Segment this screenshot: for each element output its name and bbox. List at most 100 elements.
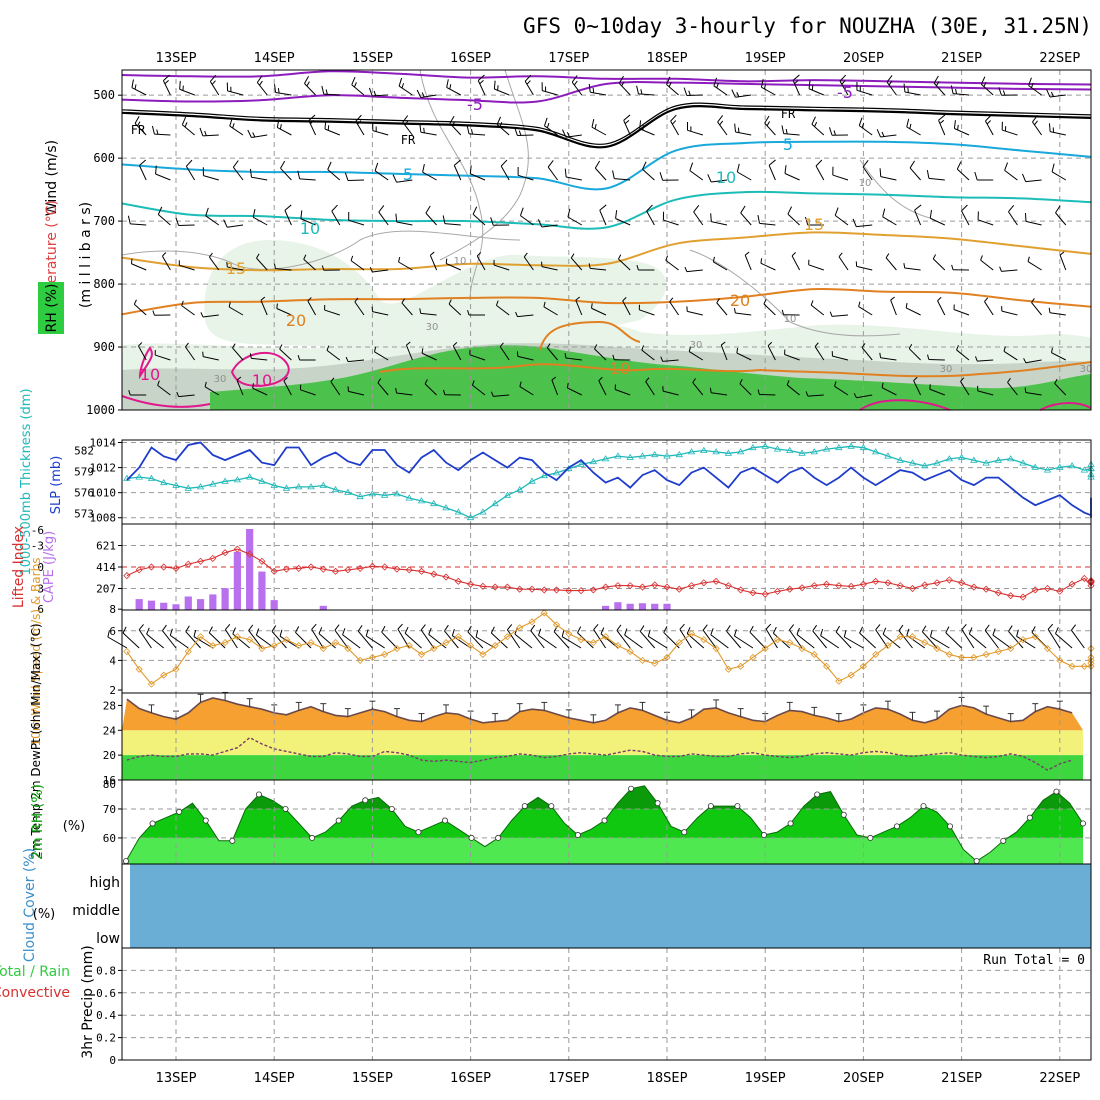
- upper-wind-barb: [956, 168, 970, 181]
- upper-wind-barb-flag: [712, 256, 716, 262]
- run-total-label: Run Total = 0: [983, 953, 1085, 968]
- temp-band: [122, 730, 1083, 756]
- upper-wind-barb-flag: [882, 208, 886, 217]
- wind-speed-marker: [233, 633, 241, 641]
- lifted-index-marker: [626, 582, 634, 590]
- thickness-marker: [1031, 463, 1039, 470]
- rh-tick-label: 70: [103, 803, 116, 816]
- upper-wind-barb-flag: [325, 89, 328, 95]
- upper-wind-barb-flag: [130, 258, 133, 264]
- wind-speed-marker: [454, 633, 462, 641]
- wind-speed-marker: [577, 636, 585, 644]
- surface-wind-barb: [921, 631, 938, 649]
- upper-wind-barb-flag: [1051, 347, 1053, 353]
- upper-wind-barb: [284, 210, 292, 226]
- upper-wind-barb-flag: [324, 120, 327, 130]
- cape-bar: [651, 603, 659, 610]
- upper-wind-barb-flag: [131, 79, 134, 88]
- wind-speed-marker: [687, 630, 696, 638]
- surface-wind-barb-flag: [538, 628, 542, 636]
- upper-wind-barb-flag: [421, 92, 425, 98]
- upper-wind-barb: [960, 381, 970, 396]
- surface-wind-barb: [208, 632, 226, 649]
- lifted-index-marker: [1043, 584, 1052, 593]
- surface-wind-barb-flag: [733, 629, 737, 637]
- upper-wind-barb: [886, 81, 897, 96]
- upper-wind-barb: [759, 222, 776, 226]
- upper-wind-barb-flag: [211, 80, 216, 85]
- upper-wind-barb: [937, 300, 946, 316]
- upper-wind-barb-flag: [888, 80, 893, 86]
- upper-wind-barb: [856, 265, 873, 271]
- upper-wind-barb-flag: [228, 302, 231, 308]
- wind-speed-marker: [602, 633, 610, 641]
- upper-wind-barb: [227, 90, 244, 96]
- upper-wind-barb-flag: [321, 85, 325, 95]
- surface-wind-barb-flag: [929, 629, 933, 637]
- wind-speed-marker: [663, 653, 671, 661]
- wind-speed-marker: [160, 671, 168, 679]
- upper-wind-barb: [623, 120, 631, 136]
- lifted-index-marker: [295, 564, 303, 572]
- surface-wind-barb: [357, 630, 373, 649]
- upper-wind-barb-flag: [688, 90, 691, 96]
- upper-wind-barb: [372, 269, 389, 273]
- surface-wind-barb: [593, 629, 607, 649]
- surface-wind-barb-flag: [225, 623, 231, 630]
- upper-wind-barb-flag: [273, 263, 276, 269]
- surface-wind-barb-flag: [859, 626, 864, 634]
- lifted-tick-label: -6: [31, 524, 44, 537]
- upper-wind-barb-flag: [175, 217, 180, 226]
- wind-speed-marker: [417, 650, 426, 659]
- upper-wind-barb-flag: [786, 380, 790, 386]
- upper-wind-barb-flag: [326, 345, 330, 351]
- lifted-index-marker: [859, 580, 867, 588]
- upper-wind-barb: [277, 127, 292, 136]
- isotherm-label: FR: [131, 123, 146, 137]
- precip-tick-label: 0: [109, 1054, 116, 1067]
- upper-wind-barb: [544, 125, 558, 136]
- upper-wind-barb-flag: [804, 216, 809, 226]
- wind-speed-marker: [675, 639, 683, 647]
- slp-thickness-ylabel: 1000-500mb Thickness (dm) SLP (mb): [19, 388, 64, 575]
- upper-wind-barb-flag: [398, 77, 403, 87]
- upper-wind-barb-flag: [157, 380, 160, 386]
- rh-marker: [734, 803, 741, 810]
- upper-wind-barb: [396, 179, 413, 183]
- rh-marker: [149, 820, 156, 827]
- wind-speed-marker: [307, 639, 315, 647]
- upper-wind-barb-flag: [828, 127, 833, 136]
- upper-wind-barb: [814, 346, 825, 361]
- wind-tick-label: 4: [109, 654, 116, 667]
- lifted-index-marker: [417, 567, 426, 575]
- wind-speed-marker: [552, 621, 561, 629]
- upper-wind-barb-flag: [839, 74, 847, 82]
- upper-wind-barb: [808, 88, 824, 96]
- upper-wind-barb-flag: [200, 312, 204, 318]
- surface-wind-barb-flag: [146, 627, 150, 635]
- upper-wind-barb-flag: [204, 381, 207, 387]
- lifted-index-marker: [209, 554, 217, 562]
- upper-wind-barb-flag: [353, 82, 357, 88]
- wind-speed-marker: [823, 662, 831, 670]
- upper-wind-barb: [1055, 212, 1067, 226]
- wind-speed-marker: [626, 647, 634, 656]
- upper-wind-barb: [131, 263, 147, 271]
- upper-wind-barb: [155, 354, 171, 361]
- upper-wind-barb-flag: [208, 252, 213, 258]
- upper-wind-barb: [348, 219, 365, 226]
- rh-marker: [229, 837, 236, 844]
- wind-speed-marker: [258, 644, 266, 653]
- upper-wind-barb: [1054, 383, 1067, 396]
- thickness-marker: [749, 443, 757, 451]
- upper-wind-barb: [787, 213, 800, 226]
- upper-wind-barb: [493, 264, 510, 271]
- upper-wind-barb: [711, 221, 728, 226]
- upper-wind-barb-flag: [876, 129, 881, 138]
- lifted-index-marker: [503, 583, 511, 591]
- surface-wind-barb-flag: [1016, 629, 1019, 637]
- upper-wind-barb: [735, 94, 752, 98]
- upper-wind-barb-flag: [808, 80, 811, 89]
- rh-contour: [439, 69, 529, 261]
- surface-wind-barb: [428, 634, 447, 649]
